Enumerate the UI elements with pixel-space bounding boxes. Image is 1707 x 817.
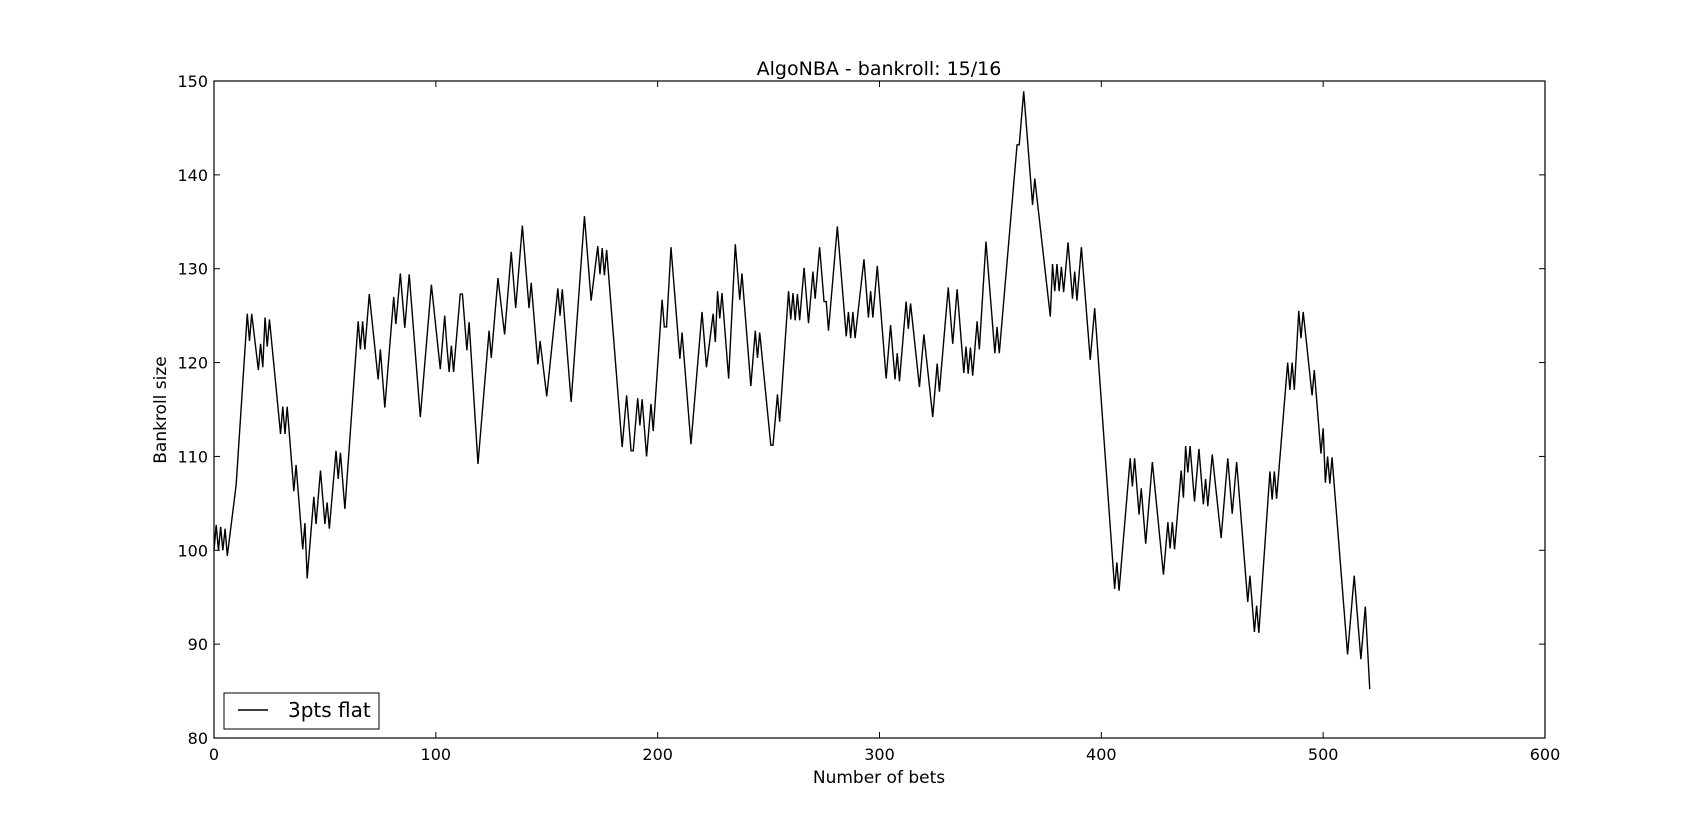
y-tick-label: 140 [177, 166, 208, 185]
x-axis: 0 100 200 300 400 500 600 [209, 81, 1560, 764]
x-tick-label: 200 [642, 745, 673, 764]
plot-area [214, 81, 1545, 738]
x-tick-label: 100 [421, 745, 452, 764]
y-tick-label: 90 [188, 635, 208, 654]
x-tick-label: 300 [864, 745, 895, 764]
chart-title: AlgoNBA - bankroll: 15/16 [757, 58, 1002, 80]
x-tick-label: 600 [1530, 745, 1561, 764]
x-axis-label: Number of bets [813, 768, 945, 788]
x-tick-label: 400 [1086, 745, 1117, 764]
y-tick-label: 80 [188, 729, 208, 748]
x-tick-label: 0 [209, 745, 219, 764]
x-tick-label: 500 [1308, 745, 1339, 764]
y-tick-label: 110 [177, 447, 208, 466]
y-tick-label: 120 [177, 354, 208, 373]
legend-label: 3pts flat [288, 698, 371, 722]
y-tick-label: 150 [177, 72, 208, 91]
y-axis-label: Bankroll size [151, 356, 171, 464]
legend: 3pts flat [223, 692, 380, 730]
y-tick-label: 130 [177, 260, 208, 279]
y-tick-label: 100 [177, 541, 208, 560]
legend-box [223, 692, 380, 730]
y-axis: 80 90 100 110 120 130 140 150 [177, 72, 1545, 748]
series-line-3pts-flat [213, 91, 1371, 690]
